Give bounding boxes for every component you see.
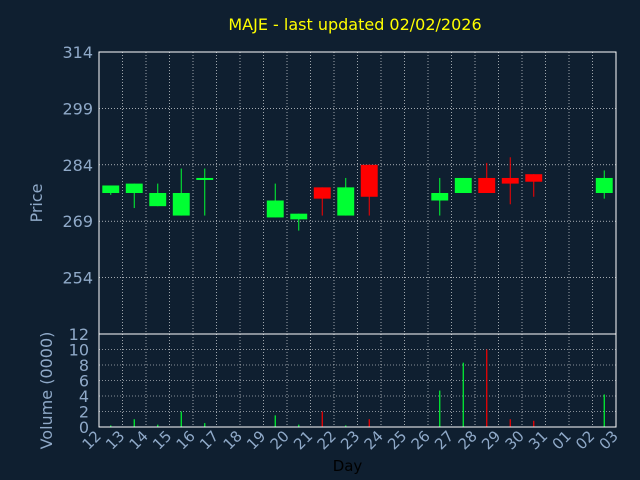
chart-title: MAJE - last updated 02/02/2026 <box>228 15 481 34</box>
candle-body <box>125 183 143 193</box>
volume-tick-label: 0 <box>79 418 89 437</box>
candle-body <box>196 177 214 180</box>
x-tick-label: 14 <box>126 427 152 453</box>
x-tick-label: 25 <box>384 427 410 453</box>
volume-tick-label: 12 <box>69 325 89 344</box>
price-grid <box>99 52 616 334</box>
candle-body <box>501 177 519 184</box>
volume-tick-label: 4 <box>79 387 89 406</box>
x-tick-label: 02 <box>572 427 598 453</box>
candle-body <box>454 177 472 193</box>
x-tick-label: 21 <box>290 427 316 453</box>
x-tick-label: 20 <box>267 427 293 453</box>
candle <box>525 174 543 197</box>
x-tick-label: 18 <box>220 427 246 453</box>
volume-tick-label: 2 <box>79 403 89 422</box>
candle-body <box>172 193 190 216</box>
price-tick-label: 314 <box>62 43 93 62</box>
x-tick-label: 01 <box>549 427 575 453</box>
candle <box>266 183 284 218</box>
x-tick-labels: 1213141516171819202122232425262728293031… <box>79 427 622 453</box>
candle-body <box>102 185 120 193</box>
x-tick-label: 03 <box>596 427 622 453</box>
volume-tick-label: 10 <box>69 341 89 360</box>
volume-tick-label: 6 <box>79 372 89 391</box>
candle-body <box>525 174 543 182</box>
x-tick-label: 31 <box>525 427 551 453</box>
volume-axis-label: Volume (0000) <box>37 332 56 450</box>
x-tick-label: 26 <box>408 427 434 453</box>
price-axis-label: Price <box>27 183 46 222</box>
candle-body <box>337 187 355 216</box>
x-tick-label: 27 <box>431 427 457 453</box>
candle <box>290 213 308 231</box>
candle <box>196 168 214 216</box>
volume-bars <box>110 349 605 427</box>
price-tick-label: 284 <box>62 156 93 175</box>
x-tick-label: 19 <box>243 427 269 453</box>
x-tick-label: 22 <box>314 427 340 453</box>
candle-body <box>149 193 167 207</box>
candle <box>313 187 331 216</box>
x-tick-label: 24 <box>361 427 387 453</box>
x-tick-label: 17 <box>196 427 222 453</box>
candle <box>478 162 496 193</box>
candle <box>172 168 190 216</box>
x-tick-label: 16 <box>173 427 199 453</box>
x-tick-label: 13 <box>102 427 128 453</box>
x-tick-label: 28 <box>455 427 481 453</box>
x-axis-label: Day <box>333 457 363 475</box>
candle-body <box>431 193 449 201</box>
candle-body <box>478 177 496 193</box>
candle-body <box>360 164 378 197</box>
candle-body <box>290 213 308 220</box>
x-tick-label: 30 <box>502 427 528 453</box>
candle <box>431 177 449 216</box>
price-tick-labels: 314 299 284 269 254 <box>62 43 93 288</box>
candle-body <box>595 177 613 193</box>
price-tick-label: 254 <box>62 269 93 288</box>
price-tick-label: 269 <box>62 212 93 231</box>
candle <box>454 177 472 193</box>
candle-body <box>266 200 284 218</box>
candle <box>149 183 167 207</box>
candle <box>595 170 613 199</box>
candle-body <box>313 187 331 199</box>
volume-panel-frame <box>98 333 617 428</box>
candle <box>501 157 519 205</box>
x-tick-label: 29 <box>478 427 504 453</box>
candle <box>337 177 355 216</box>
volume-grid <box>99 334 616 427</box>
x-tick-label: 15 <box>149 427 175 453</box>
candles <box>102 157 613 231</box>
volume-tick-label: 8 <box>79 356 89 375</box>
candle <box>125 183 143 209</box>
candle <box>360 164 378 216</box>
candle <box>102 185 120 195</box>
price-tick-label: 299 <box>62 99 93 118</box>
x-tick-label: 23 <box>337 427 363 453</box>
